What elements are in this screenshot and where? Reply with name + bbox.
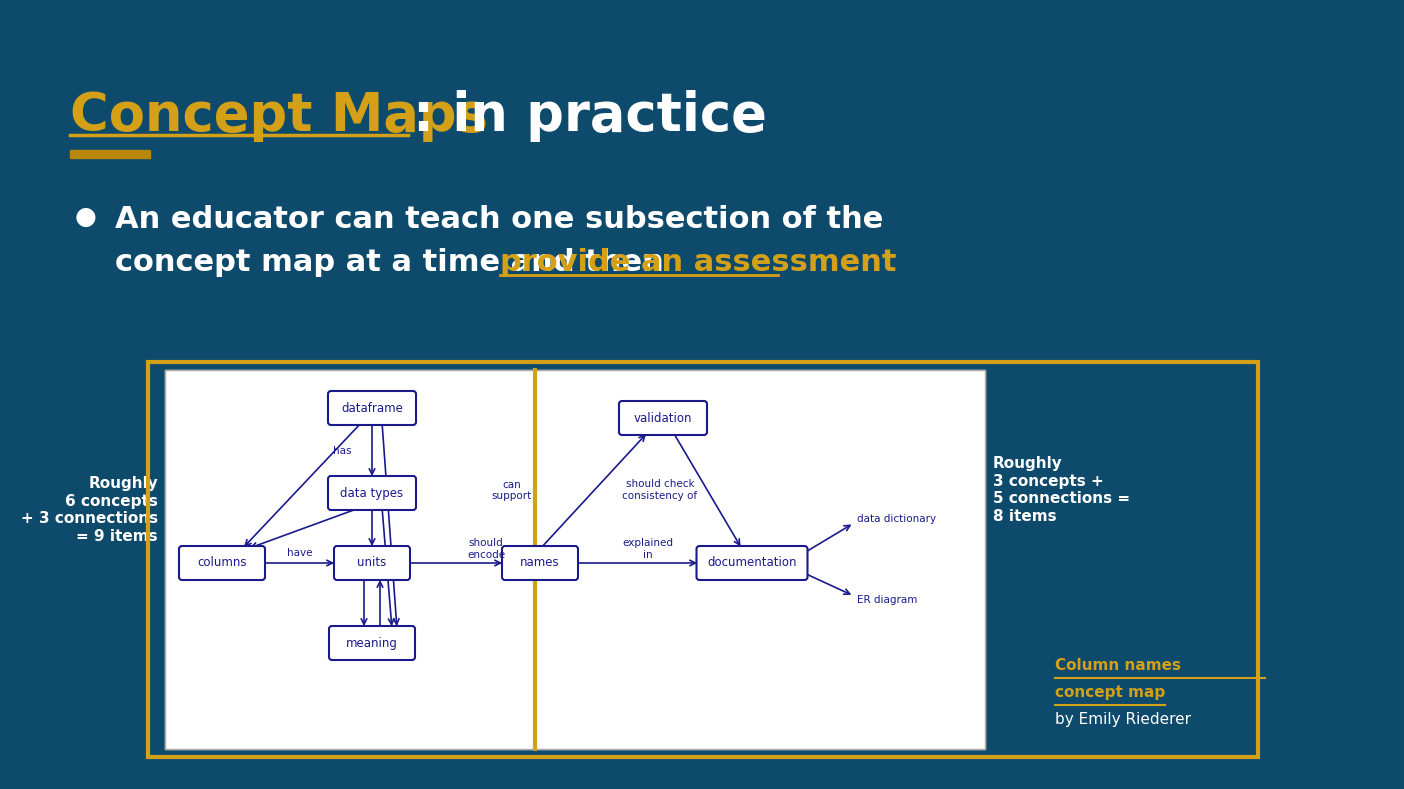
Text: columns: columns: [197, 556, 247, 570]
Text: An educator can teach one subsection of the: An educator can teach one subsection of …: [115, 205, 883, 234]
Text: should check
consistency of: should check consistency of: [622, 479, 698, 501]
Text: Column names: Column names: [1054, 658, 1181, 673]
FancyBboxPatch shape: [696, 546, 807, 580]
Text: ●: ●: [74, 205, 97, 229]
Text: should
encode: should encode: [468, 538, 505, 560]
Text: explained
in: explained in: [622, 538, 674, 560]
Bar: [147, 362, 1258, 757]
Text: validation: validation: [633, 412, 692, 424]
Text: data dictionary: data dictionary: [856, 514, 936, 524]
Text: documentation: documentation: [708, 556, 796, 570]
FancyBboxPatch shape: [329, 391, 416, 425]
Text: Concept Maps: Concept Maps: [70, 90, 489, 142]
Text: names: names: [521, 556, 560, 570]
Text: dataframe: dataframe: [341, 402, 403, 414]
FancyBboxPatch shape: [329, 476, 416, 510]
Text: : in practice: : in practice: [413, 90, 767, 142]
Text: has: has: [333, 446, 351, 455]
Bar: [166, 370, 986, 749]
Text: meaning: meaning: [345, 637, 397, 649]
Text: Roughly
3 concepts +
5 connections =
8 items: Roughly 3 concepts + 5 connections = 8 i…: [993, 456, 1130, 524]
Text: ER diagram: ER diagram: [856, 595, 917, 605]
Text: provide an assessment: provide an assessment: [500, 248, 897, 277]
Text: by Emily Riederer: by Emily Riederer: [1054, 712, 1191, 727]
Text: have: have: [286, 548, 312, 558]
Text: data types: data types: [340, 487, 403, 499]
Text: can
support: can support: [491, 480, 532, 501]
FancyBboxPatch shape: [619, 401, 708, 435]
FancyBboxPatch shape: [334, 546, 410, 580]
FancyBboxPatch shape: [178, 546, 265, 580]
FancyBboxPatch shape: [329, 626, 416, 660]
Bar: [70, 150, 150, 158]
Text: concept map: concept map: [1054, 685, 1165, 700]
Bar: [166, 370, 986, 749]
Text: units: units: [358, 556, 386, 570]
FancyBboxPatch shape: [503, 546, 578, 580]
Text: concept map at a time and then: concept map at a time and then: [115, 248, 674, 277]
Text: Roughly
6 concepts
+ 3 connections
= 9 items: Roughly 6 concepts + 3 connections = 9 i…: [21, 477, 159, 544]
